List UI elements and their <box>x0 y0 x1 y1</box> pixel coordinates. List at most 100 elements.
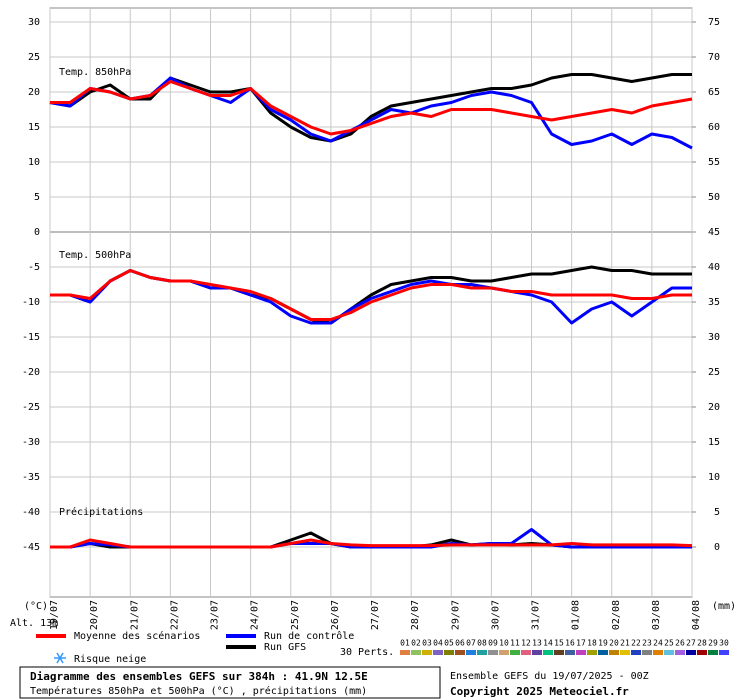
perturbation-swatch <box>510 650 520 655</box>
perturbation-number: 06 <box>455 639 465 648</box>
y-tick-label: -15 <box>22 332 40 343</box>
perturbation-swatch <box>675 650 685 655</box>
x-tick-label: 22/07 <box>169 600 180 630</box>
perturbation-swatch <box>400 650 410 655</box>
copyright: Copyright 2025 Meteociel.fr <box>450 685 629 698</box>
y-tick-label: -35 <box>22 472 40 483</box>
y-tick-label: -25 <box>22 402 40 413</box>
perturbation-number: 10 <box>499 639 509 648</box>
y-tick-label: 15 <box>28 122 40 133</box>
y2-tick-label: 15 <box>708 437 720 448</box>
perturbation-number: 27 <box>686 639 696 648</box>
perturbation-number: 28 <box>697 639 707 648</box>
run-info: Ensemble GEFS du 19/07/2025 - 00Z <box>450 671 649 682</box>
perturbation-number: 09 <box>488 639 498 648</box>
y-tick-label: 20 <box>28 87 40 98</box>
x-tick-label: 26/07 <box>330 600 341 630</box>
perturbation-swatch <box>422 650 432 655</box>
perturbation-swatch <box>521 650 531 655</box>
y2-tick-label: 30 <box>708 332 720 343</box>
x-tick-label: 01/08 <box>571 600 582 630</box>
perturbation-swatch <box>609 650 619 655</box>
perturbation-swatch <box>708 650 718 655</box>
y2-unit: (mm) <box>712 601 736 612</box>
perturbation-swatch <box>686 650 696 655</box>
title-box <box>19 666 441 699</box>
perturbation-number: 20 <box>609 639 619 648</box>
legend-label: Moyenne des scénarios <box>74 630 200 642</box>
y-tick-label: 25 <box>28 52 40 63</box>
y2-tick-label: 0 <box>714 542 720 553</box>
perturbation-number: 22 <box>631 639 641 648</box>
perturbation-swatch <box>587 650 597 655</box>
y2-tick-label: 65 <box>708 87 720 98</box>
perturbation-swatch <box>455 650 465 655</box>
y2-tick-label: 55 <box>708 157 720 168</box>
y2-tick-label: 10 <box>708 472 720 483</box>
perturbation-number: 19 <box>598 639 608 648</box>
perturbation-number: 07 <box>466 639 476 648</box>
x-tick-label: 25/07 <box>290 600 301 630</box>
x-tick-label: 23/07 <box>210 600 221 630</box>
y2-tick-label: 40 <box>708 262 720 273</box>
perturbation-swatch <box>576 650 586 655</box>
perturbation-swatch <box>642 650 652 655</box>
y-tick-label: -5 <box>28 262 40 273</box>
perturbation-number: 01 <box>400 639 410 648</box>
y2-tick-label: 75 <box>708 17 720 28</box>
chart-subtitle: Températures 850hPa et 500hPa (°C) , pré… <box>30 685 367 697</box>
perturbation-swatch <box>620 650 630 655</box>
perturbation-swatch <box>488 650 498 655</box>
perturbation-number: 24 <box>653 639 663 648</box>
x-tick-label: 02/08 <box>611 600 622 630</box>
x-tick-label: 19/07 <box>49 600 60 630</box>
x-tick-label: 31/07 <box>531 600 542 630</box>
x-tick-label: 29/07 <box>450 600 461 630</box>
y2-tick-label: 5 <box>714 507 720 518</box>
perturbation-swatch <box>444 650 454 655</box>
perturbation-swatch <box>499 650 509 655</box>
perturbation-swatch <box>411 650 421 655</box>
x-tick-label: 30/07 <box>490 600 501 630</box>
x-tick-label: 21/07 <box>129 600 140 630</box>
perturbation-number: 05 <box>444 639 454 648</box>
x-tick-label: 27/07 <box>370 600 381 630</box>
snow-label: Risque neige <box>74 654 146 665</box>
panel-label: Temp. 500hPa <box>59 250 131 261</box>
y-tick-label: -30 <box>22 437 40 448</box>
perturbation-number: 02 <box>411 639 421 648</box>
series-line <box>50 538 693 549</box>
perturbation-number: 23 <box>642 639 652 648</box>
perturbations-label: 30 Perts. <box>340 647 394 658</box>
perturbation-number: 16 <box>565 639 575 648</box>
perturbation-swatch <box>477 650 487 655</box>
perturbation-swatch <box>433 650 443 655</box>
perturbation-number: 15 <box>554 639 564 648</box>
y2-tick-label: 50 <box>708 192 720 203</box>
perturbation-number: 12 <box>521 639 531 648</box>
perturbation-swatch <box>719 650 729 655</box>
perturbation-swatch <box>631 650 641 655</box>
panel-label: Temp. 850hPa <box>59 67 131 78</box>
perturbation-number: 14 <box>543 639 553 648</box>
perturbation-number: 13 <box>532 639 542 648</box>
y2-tick-label: 20 <box>708 402 720 413</box>
y-tick-label: 5 <box>34 192 40 203</box>
perturbation-number: 03 <box>422 639 432 648</box>
perturbation-number: 04 <box>433 639 443 648</box>
snow-icon <box>54 652 66 664</box>
perturbation-swatch <box>543 650 553 655</box>
perturbation-swatch <box>653 650 663 655</box>
y2-tick-label: 35 <box>708 297 720 308</box>
y-tick-label: -40 <box>22 507 40 518</box>
perturbation-swatch <box>565 650 575 655</box>
perturbation-swatch <box>598 650 608 655</box>
perturbation-number: 21 <box>620 639 630 648</box>
chart-title: Diagramme des ensembles GEFS sur 384h : … <box>30 670 368 683</box>
perturbation-number: 29 <box>708 639 718 648</box>
perturbation-swatch <box>554 650 564 655</box>
altitude: Alt. 13m <box>10 618 58 629</box>
perturbation-swatch <box>697 650 707 655</box>
